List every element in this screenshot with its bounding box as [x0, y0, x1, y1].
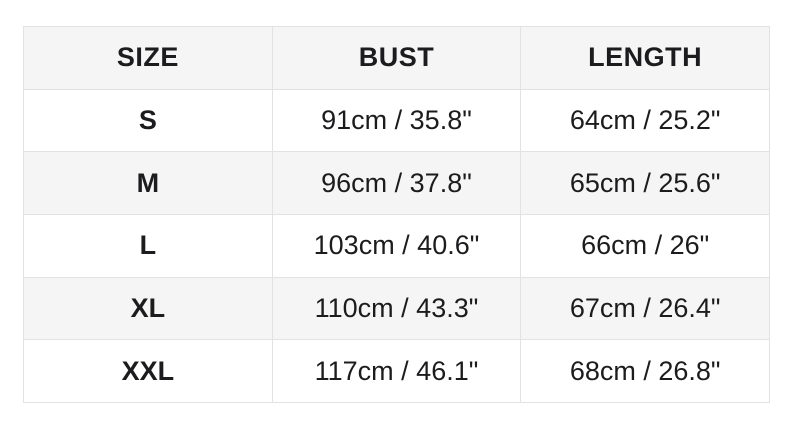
table-row-xxl: XXL 117cm / 46.1" 68cm / 26.8"	[23, 339, 770, 404]
size-cell: L	[23, 214, 273, 278]
column-header-bust: BUST	[271, 26, 522, 90]
table-header: SIZE BUST LENGTH	[23, 26, 770, 90]
table-row-m: M 96cm / 37.8" 65cm / 25.6"	[23, 151, 770, 216]
length-cell: 64cm / 25.2"	[520, 88, 770, 153]
size-cell: M	[23, 151, 273, 216]
size-cell: XL	[23, 276, 273, 341]
table-header-row: SIZE BUST LENGTH	[23, 26, 770, 90]
length-cell: 68cm / 26.8"	[520, 339, 770, 404]
length-cell: 67cm / 26.4"	[520, 276, 770, 341]
bust-cell: 117cm / 46.1"	[271, 339, 522, 404]
size-chart: SIZE BUST LENGTH S 91cm / 35.8" 64cm / 25.…	[23, 26, 770, 404]
size-cell: XXL	[23, 339, 273, 404]
table-row-xl: XL 110cm / 43.3" 67cm / 26.4"	[23, 276, 770, 341]
bust-cell: 91cm / 35.8"	[271, 88, 522, 153]
size-chart-table: SIZE BUST LENGTH S 91cm / 35.8" 64cm / 25.…	[23, 26, 770, 404]
table-body: S 91cm / 35.8" 64cm / 25.2" M 96cm / 37.8" 65…	[23, 88, 770, 404]
length-cell: 65cm / 25.6"	[520, 151, 770, 216]
column-header-length: LENGTH	[520, 26, 770, 90]
length-cell: 66cm / 26"	[520, 214, 770, 278]
column-header-size: SIZE	[23, 26, 273, 90]
table-row-s: S 91cm / 35.8" 64cm / 25.2"	[23, 88, 770, 153]
size-cell: S	[23, 88, 273, 153]
bust-cell: 110cm / 43.3"	[271, 276, 522, 341]
bust-cell: 103cm / 40.6"	[271, 214, 522, 278]
table-row-l: L 103cm / 40.6" 66cm / 26"	[23, 214, 770, 278]
bust-cell: 96cm / 37.8"	[271, 151, 522, 216]
